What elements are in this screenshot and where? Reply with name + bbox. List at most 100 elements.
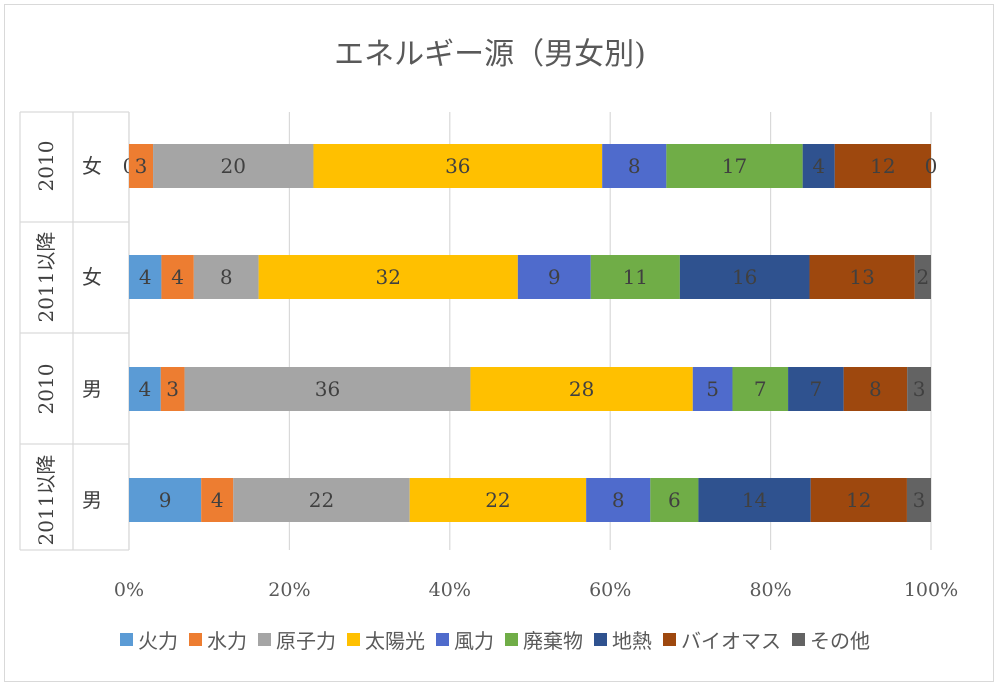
bar-segment [129,478,202,522]
bar-segment [698,478,811,522]
data-label: 0 [925,154,938,178]
data-label: 6 [668,488,681,512]
legend: 火力 水力 原子力 太陽光 風力 廃棄物 地熱 バイオマス その他 [120,629,870,653]
bar-segment [834,144,931,188]
data-label: 3 [913,377,926,401]
data-label: 5 [706,377,719,401]
bar-segment [809,255,915,299]
category-label-outer: 2011以降 [34,232,58,323]
data-label: 4 [139,377,152,401]
data-label: 7 [809,377,822,401]
legend-label: バイオマス [681,629,781,653]
bar-segment [517,255,591,299]
x-tick-label: 20% [268,579,310,601]
legend-label: 風力 [454,629,494,653]
data-label: 9 [548,265,561,289]
data-label: 3 [913,488,926,512]
data-label: 20 [221,154,246,178]
data-label: 12 [870,154,895,178]
data-label: 22 [485,488,510,512]
bar-segment [409,478,587,522]
bar-segment [129,367,161,411]
category-label-outer: 2010 [34,364,58,415]
bar-segment [906,478,931,522]
data-label: 13 [849,265,874,289]
bar-segment [586,478,651,522]
legend-swatch [792,633,805,646]
x-axis-ticks: 0% 20% 40% 60% 80% 100% [114,579,958,601]
chart-title: エネルギー源（男女別) [334,37,646,72]
legend-label: その他 [810,629,870,653]
category-label-inner: 女 [82,154,102,178]
bar-segment [160,367,185,411]
bar-segment [802,144,835,188]
category-label-inner: 女 [82,265,102,289]
data-label: 2 [917,265,930,289]
data-label: 22 [309,488,334,512]
data-label: 11 [623,265,648,289]
bar-segment [233,478,410,522]
bar-segment [258,255,518,299]
data-label: 12 [846,488,871,512]
bar-segment [692,367,733,411]
data-label: 4 [139,265,152,289]
data-label: 28 [569,377,594,401]
bar-segment [602,144,667,188]
bar-segment [907,367,931,411]
data-label: 4 [171,265,184,289]
bar-segment [810,478,907,522]
data-label: 4 [211,488,224,512]
bar-segment [129,144,154,188]
data-label: 8 [612,488,625,512]
category-axis: 2010 女2011以降 女2010 男2011以降男 [19,111,130,551]
legend-label: 地熱 [612,629,652,653]
data-label: 4 [812,154,825,178]
category-label-outer: 2011以降 [34,455,58,546]
category-label-inner: 男 [82,377,102,401]
data-label: 9 [159,488,172,512]
x-tick-label: 40% [429,579,471,601]
category-label-outer: 2010 [34,141,58,192]
legend-swatch [663,633,676,646]
x-tick-label: 80% [749,579,791,601]
data-label: 7 [754,377,767,401]
bar-segment [843,367,908,411]
bar-segment [914,255,931,299]
data-label: 8 [220,265,233,289]
data-label: 8 [869,377,882,401]
bar-segment [679,255,810,299]
legend-swatch [120,633,133,646]
legend-label: 原子力 [276,629,336,653]
x-tick-label: 0% [114,579,144,601]
bar-segment [470,367,693,411]
bars: 0320368174120448329111613243362857783942… [123,144,938,522]
bar-segment [184,367,471,411]
legend-label: 水力 [207,629,247,653]
data-label: 17 [722,154,747,178]
x-tick-label: 60% [589,579,631,601]
data-label: 3 [166,377,179,401]
x-tick-label: 100% [904,579,958,601]
bar-segment [129,255,162,299]
legend-swatch [347,633,360,646]
bar-segment [201,478,234,522]
category-label-inner: 男 [82,488,102,512]
legend-swatch [258,633,271,646]
data-label: 16 [732,265,757,289]
legend-swatch [505,633,518,646]
bar-segment [153,144,314,188]
data-label: 3 [135,154,148,178]
bar-segment [590,255,680,299]
data-label: 32 [376,265,401,289]
chart-frame [4,4,994,682]
legend-label: 太陽光 [365,629,425,653]
legend-swatch [594,633,607,646]
bar-segment [650,478,699,522]
legend-label: 火力 [138,629,178,653]
bar-segment [313,144,603,188]
legend-swatch [189,633,202,646]
legend-label: 廃棄物 [523,629,583,653]
bar-segment [161,255,194,299]
bar-segment [732,367,789,411]
